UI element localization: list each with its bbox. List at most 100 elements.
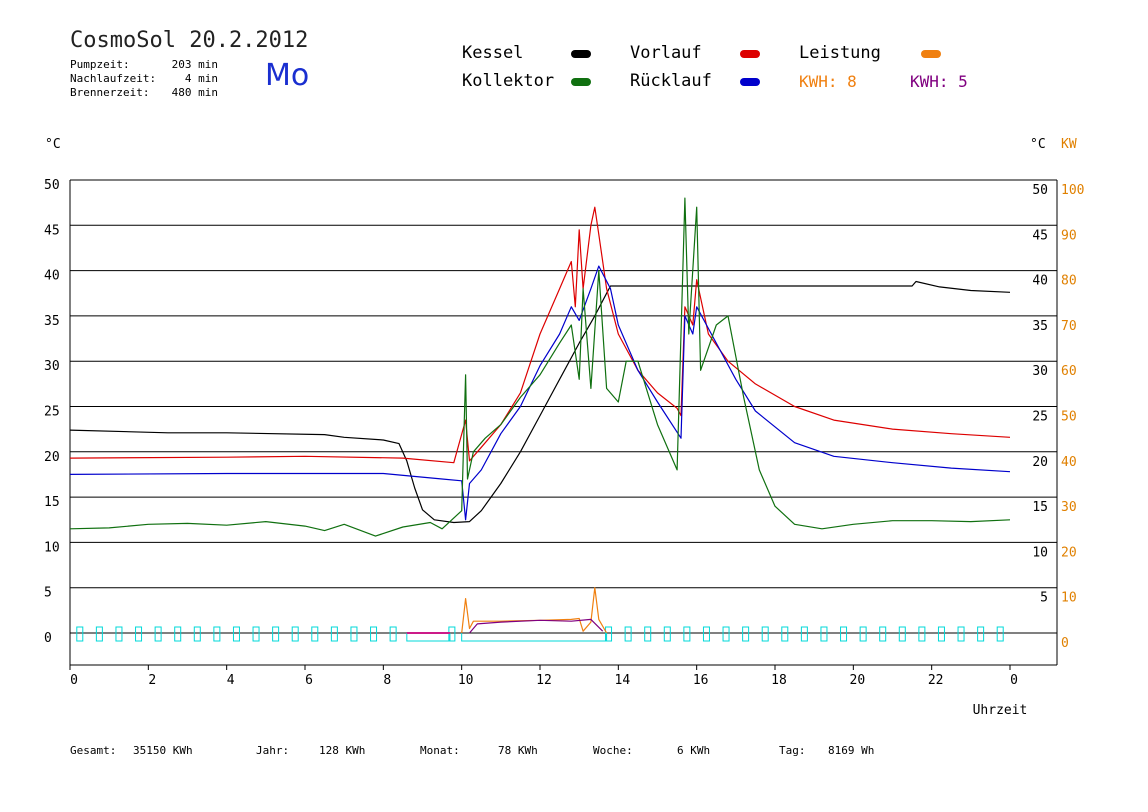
legend-kollektor: Kollektor	[462, 71, 555, 91]
y-tick-left-50: 50	[44, 178, 60, 193]
footer-tag-value: 8169 Wh	[828, 744, 875, 757]
legend-leistung: Leistung	[799, 43, 881, 63]
footer-gesamt-label: Gesamt:	[70, 744, 117, 757]
left-unit-label: °C	[45, 137, 61, 152]
y-tick-right-10: 10	[1032, 545, 1048, 560]
pump-off-marker	[800, 626, 808, 642]
pump-off-marker	[95, 626, 103, 642]
footer-monat-label: Monat:	[420, 744, 460, 757]
pump-off-marker	[193, 626, 201, 642]
kw-tick-60: 60	[1061, 364, 1077, 379]
pump-off-marker	[135, 626, 143, 642]
footer-woche-value: 6 KWh	[677, 744, 711, 757]
info-pumpzeit-label: Pumpzeit:	[70, 58, 130, 71]
kw-tick-40: 40	[1061, 455, 1077, 470]
footer-monat-value: 78 KWh	[498, 744, 538, 757]
legend-leistung-swatch	[921, 50, 941, 58]
series-line-kollektor	[69, 197, 1011, 537]
legend-ruecklauf: Rücklauf	[630, 71, 712, 91]
y-tick-right-30: 30	[1032, 364, 1048, 379]
pump-off-marker	[76, 626, 84, 642]
pump-off-marker	[174, 626, 182, 642]
x-tick-6: 12	[536, 673, 552, 688]
kw-tick-90: 90	[1061, 228, 1077, 243]
y-tick-right-50: 50	[1032, 183, 1048, 198]
pump-off-marker	[389, 626, 397, 642]
x-tick-5: 10	[458, 673, 474, 688]
info-nachlaufzeit-value: 4 min	[184, 72, 218, 85]
pump-off-marker	[154, 626, 162, 642]
y-tick-left-20: 20	[44, 450, 60, 465]
kwh-leistung-label: KWH: 8	[799, 72, 857, 91]
pump-off-marker	[624, 626, 632, 642]
y-tick-left-45: 45	[44, 223, 60, 238]
series-line-leistung	[461, 587, 608, 634]
kw-tick-30: 30	[1061, 500, 1077, 515]
info-brennerzeit-value: 480 min	[171, 86, 218, 99]
pump-off-marker	[115, 626, 123, 642]
pump-off-marker	[232, 626, 240, 642]
x-tick-3: 6	[305, 673, 313, 688]
footer-jahr-label: Jahr:	[256, 744, 290, 757]
legend-ruecklauf-swatch	[740, 78, 760, 86]
pump-off-marker	[330, 626, 338, 642]
pump-off-marker	[311, 626, 319, 642]
x-tick-11: 22	[928, 673, 944, 688]
pump-off-marker	[781, 626, 789, 642]
series-line-vorlauf	[69, 206, 1011, 464]
pump-off-marker	[605, 626, 613, 642]
legend-kessel-swatch	[571, 50, 591, 58]
y-tick-left-25: 25	[44, 405, 60, 420]
footer-jahr-value: 128 KWh	[319, 744, 366, 757]
kw-tick-80: 80	[1061, 274, 1077, 289]
pump-off-marker	[761, 626, 769, 642]
y-tick-left-0: 0	[44, 631, 52, 646]
legend-kollektor-swatch	[571, 78, 591, 86]
series-line-ruecklauf	[69, 265, 1011, 521]
kw-tick-70: 70	[1061, 319, 1077, 334]
pump-off-marker	[252, 626, 260, 642]
legend-vorlauf: Vorlauf	[630, 43, 702, 63]
y-tick-right-40: 40	[1032, 274, 1048, 289]
x-tick-1: 2	[148, 673, 156, 688]
pump-off-marker	[937, 626, 945, 642]
pump-off-marker	[977, 626, 985, 642]
y-tick-right-20: 20	[1032, 455, 1048, 470]
y-tick-right-5: 5	[1040, 591, 1048, 606]
y-tick-left-35: 35	[44, 314, 60, 329]
info-brennerzeit-label: Brennerzeit:	[70, 86, 150, 99]
y-tick-left-15: 15	[44, 495, 60, 510]
pump-on-block-0	[406, 633, 451, 642]
info-pumpzeit-value: 203 min	[171, 58, 218, 71]
pump-on-block-1	[461, 633, 608, 642]
y-tick-right-25: 25	[1032, 410, 1048, 425]
right-unit-label-c: °C	[1030, 137, 1046, 152]
pump-off-marker	[918, 626, 926, 642]
pump-off-marker	[859, 626, 867, 642]
footer-gesamt-value: 35150 KWh	[133, 744, 193, 757]
pump-off-marker	[996, 626, 1004, 642]
series-line-kessel	[69, 280, 1011, 524]
legend-vorlauf-swatch	[740, 50, 760, 58]
pump-off-marker	[742, 626, 750, 642]
x-axis-label: Uhrzeit	[973, 703, 1028, 718]
x-tick-12: 0	[1010, 673, 1018, 688]
y-tick-left-30: 30	[44, 359, 60, 374]
temperature-chart: °C °C KW0510152025303540455051015202530354…	[44, 137, 1084, 718]
kwh-second-label: KWH: 5	[910, 72, 968, 91]
pump-off-marker	[272, 626, 280, 642]
pump-off-marker	[291, 626, 299, 642]
pump-status-row	[76, 626, 1004, 642]
y-tick-left-40: 40	[44, 269, 60, 284]
series-line-kwh2	[469, 618, 604, 634]
pump-off-marker	[663, 626, 671, 642]
weekday-label: Mo	[265, 58, 310, 93]
kw-tick-20: 20	[1061, 545, 1077, 560]
y-tick-right-15: 15	[1032, 500, 1048, 515]
pump-off-marker	[898, 626, 906, 642]
pump-off-marker	[840, 626, 848, 642]
pump-off-marker	[213, 626, 221, 642]
pump-off-marker	[683, 626, 691, 642]
y-tick-left-10: 10	[44, 540, 60, 555]
y-tick-left-5: 5	[44, 586, 52, 601]
